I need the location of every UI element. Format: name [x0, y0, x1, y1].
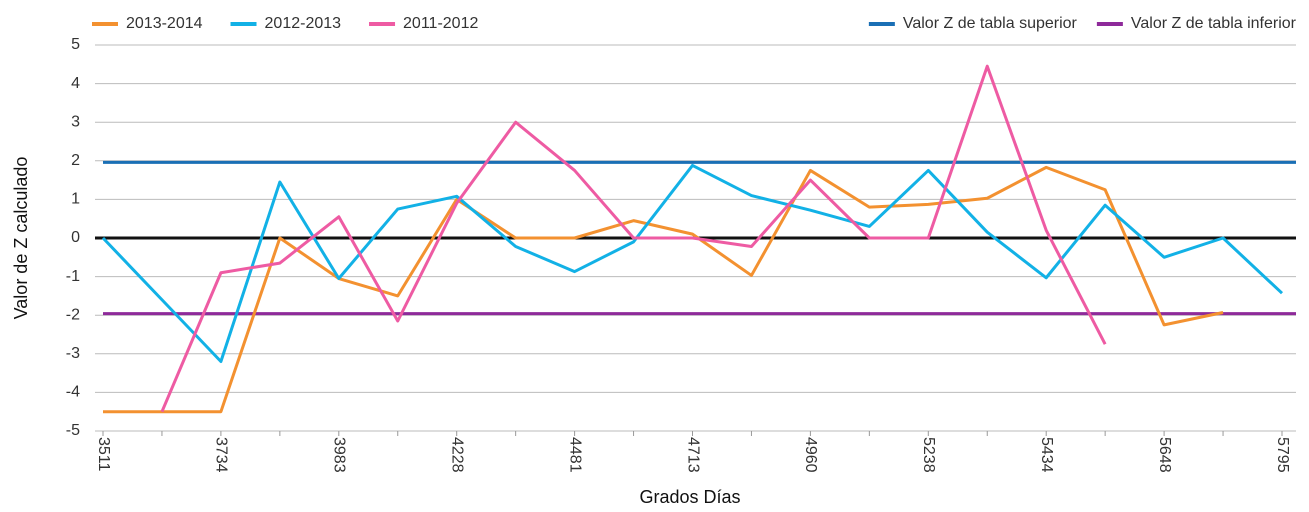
series-line	[103, 165, 1224, 414]
y-tick-label: 0	[71, 229, 80, 246]
y-tick-label: 1	[71, 191, 80, 208]
x-tick-label: 4960	[802, 437, 819, 473]
y-tick-label: -5	[66, 422, 80, 439]
series-line	[101, 163, 1284, 364]
y-tick-label: 2	[71, 152, 80, 169]
x-tick-label: 4481	[566, 437, 583, 473]
x-tick-label: 5238	[920, 437, 937, 473]
legend-label: 2012-2013	[265, 15, 342, 32]
y-axis-title: Valor de Z calculado	[11, 157, 31, 320]
y-tick-label: -4	[66, 384, 80, 401]
x-tick-label: 4228	[448, 437, 465, 473]
y-tick-label: -3	[66, 345, 80, 362]
y-tick-label: 4	[71, 75, 80, 92]
x-tick-label: 5795	[1274, 437, 1291, 473]
x-tick-label: 5434	[1038, 437, 1055, 473]
series-line	[160, 64, 1107, 413]
x-tick-label: 5648	[1156, 437, 1173, 473]
x-tick-label: 3511	[95, 437, 112, 472]
x-tick-label: 3734	[213, 437, 230, 473]
y-tick-label: 3	[71, 113, 80, 130]
legend-label: 2011-2012	[403, 15, 478, 32]
legend-label: Valor Z de tabla superior	[903, 15, 1078, 32]
legend-label: 2013-2014	[126, 15, 203, 32]
y-tick-label: -2	[66, 306, 80, 323]
y-tick-label: 5	[71, 36, 80, 53]
y-tick-label: -1	[66, 268, 80, 285]
x-axis-title: Grados Días	[639, 487, 740, 507]
legend-label: Valor Z de tabla inferior	[1131, 15, 1297, 32]
x-tick-label: 4713	[684, 437, 701, 473]
x-tick-label: 3983	[331, 437, 348, 473]
